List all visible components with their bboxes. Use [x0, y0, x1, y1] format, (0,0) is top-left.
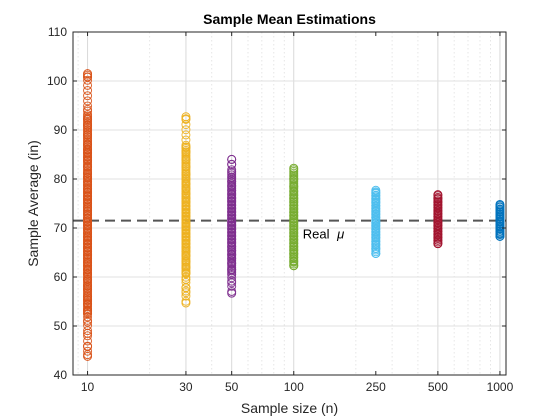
data-point	[227, 173, 237, 183]
real-mean-label: Real μ	[303, 227, 345, 242]
data-point	[181, 286, 191, 296]
data-point	[371, 187, 381, 197]
data-point	[227, 281, 237, 291]
y-tick-label: 110	[48, 25, 67, 39]
series-n-50	[227, 154, 237, 298]
data-point	[227, 273, 237, 283]
x-tick-label: 250	[366, 380, 386, 394]
y-tick-label: 80	[54, 172, 68, 186]
data-point	[83, 321, 93, 331]
data-point	[181, 135, 191, 145]
data-point	[83, 336, 93, 346]
y-tick-label: 100	[47, 74, 67, 88]
y-tick-label: 40	[54, 368, 68, 382]
data-point	[83, 86, 93, 96]
data-point	[181, 277, 191, 287]
data-points	[83, 69, 505, 361]
y-tick-label: 90	[54, 123, 68, 137]
series-n-30	[181, 112, 191, 308]
x-axis-ticks: 10 30 50 100 250 500 1000	[81, 32, 514, 394]
y-tick-label: 60	[54, 270, 68, 284]
data-point	[227, 154, 237, 164]
data-point	[83, 350, 93, 360]
data-point	[181, 114, 191, 124]
data-point	[495, 200, 505, 210]
data-point	[83, 326, 93, 336]
y-tick-label: 50	[54, 319, 68, 333]
x-tick-label: 100	[284, 380, 304, 394]
data-point	[227, 165, 237, 175]
x-tick-label: 500	[428, 380, 448, 394]
data-point	[83, 75, 93, 85]
data-point	[227, 160, 237, 170]
x-tick-label: 10	[81, 380, 95, 394]
data-point	[83, 341, 93, 351]
data-point	[181, 130, 191, 140]
x-tick-label: 30	[179, 380, 193, 394]
data-point	[83, 331, 93, 341]
series-n-100	[289, 163, 299, 271]
data-point	[83, 91, 93, 101]
data-point	[433, 191, 443, 201]
series-n-10	[83, 69, 93, 361]
data-point	[227, 168, 237, 178]
data-point	[83, 104, 93, 114]
series-n-500	[433, 190, 443, 249]
data-point	[83, 70, 93, 80]
x-axis-title: Sample size (n)	[241, 400, 338, 416]
chart-title: Sample Mean Estimations	[203, 11, 376, 27]
data-point	[227, 286, 237, 296]
data-point	[289, 165, 299, 175]
x-tick-label: 50	[225, 380, 239, 394]
data-point	[181, 120, 191, 130]
series-n-250	[371, 185, 381, 258]
data-point	[181, 272, 191, 282]
data-point	[83, 96, 93, 106]
real-mean-label-symbol: μ	[336, 227, 344, 242]
data-point	[83, 312, 93, 322]
data-point	[181, 296, 191, 306]
data-point	[181, 140, 191, 150]
data-point	[83, 80, 93, 90]
y-axis-ticks: 40 50 60 70 80 90 100 110	[47, 25, 506, 382]
data-point	[227, 276, 237, 286]
y-axis-title: Sample Average (in)	[25, 140, 41, 267]
series-n-1000	[495, 199, 505, 241]
data-point	[83, 101, 93, 111]
y-tick-label: 70	[54, 221, 68, 235]
data-point	[83, 315, 93, 325]
real-mean-label-prefix: Real	[303, 227, 330, 242]
data-point	[181, 291, 191, 301]
data-point	[83, 346, 93, 356]
data-point	[181, 283, 191, 293]
x-tick-label: 1000	[487, 380, 514, 394]
data-point	[181, 125, 191, 135]
plot-frame	[72, 31, 507, 376]
data-point	[83, 110, 93, 120]
